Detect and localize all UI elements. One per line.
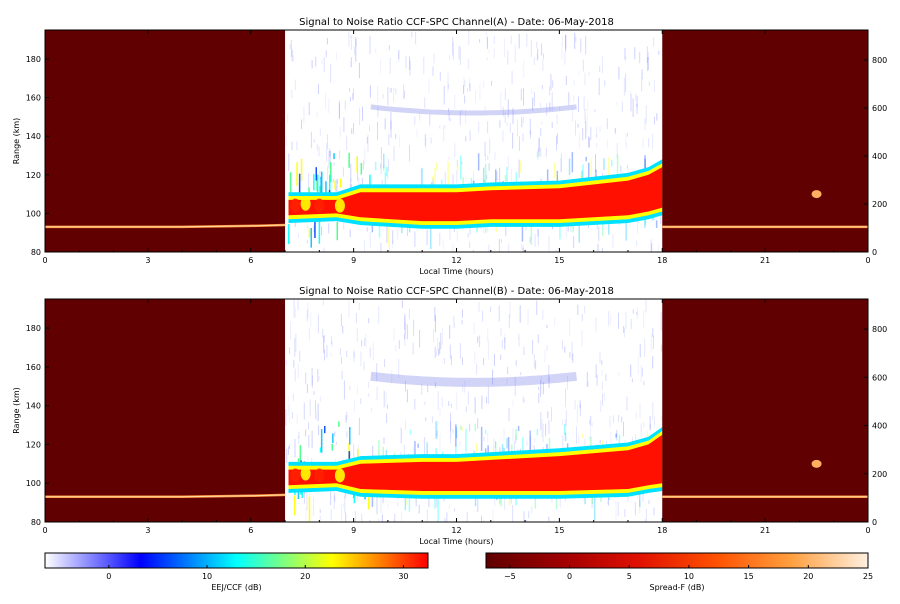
colorbar-tick-label: −5 <box>504 572 516 581</box>
y-tick-label: 140 <box>26 132 41 141</box>
colorbar-tick-label: 0 <box>106 572 111 581</box>
colorbar-tick-label: 25 <box>863 572 873 581</box>
x-axis-label: Local Time (hours) <box>419 267 493 276</box>
eej-blob <box>290 198 301 213</box>
right-y-tick-label: 200 <box>872 470 887 479</box>
colorbar-gradient <box>44 552 429 569</box>
y-axis-label: Range (km) <box>12 118 21 165</box>
chart-title: Signal to Noise Ratio CCF-SPC Channel(A)… <box>299 17 614 28</box>
x-tick-label: 12 <box>451 526 461 535</box>
x-tick-label: 0 <box>865 256 870 265</box>
x-tick-label: 18 <box>657 526 667 535</box>
eej-blob <box>300 196 311 211</box>
spread-f-layer-core <box>45 494 286 498</box>
colorbar-eej: 0 10 20 30 EEJ/CCF (dB) <box>44 552 429 592</box>
eej-echo-core <box>288 434 663 491</box>
noise-speckle <box>285 299 663 522</box>
eej-blob <box>314 468 325 483</box>
eej-blob <box>290 468 301 483</box>
y-tick-label: 160 <box>26 94 41 103</box>
colorbar-label: EEJ/CCF (dB) <box>211 583 261 592</box>
x-tick-label: 9 <box>351 256 356 265</box>
x-tick-label: 3 <box>145 256 150 265</box>
panel-b: 0 3 6 9 12 15 18 21 0801001201401601800200400600… <box>12 286 887 546</box>
right-y-tick-label: 400 <box>872 152 887 161</box>
x-tick-label: 15 <box>554 256 564 265</box>
colorbar-label: Spread-F (dB) <box>649 583 704 592</box>
x-tick-label: 0 <box>42 256 47 265</box>
eej-blob <box>334 198 345 213</box>
eej-blob <box>300 466 311 481</box>
x-tick-label: 3 <box>145 526 150 535</box>
colorbar-tick-label: 0 <box>567 572 572 581</box>
eej-blob <box>314 198 325 213</box>
right-y-tick-label: 600 <box>872 104 887 113</box>
spread-f-patch <box>811 459 822 468</box>
y-tick-label: 160 <box>26 363 41 372</box>
right-y-tick-label: 200 <box>872 200 887 209</box>
y-tick-label: 120 <box>26 440 41 449</box>
chart-title: Signal to Noise Ratio CCF-SPC Channel(B)… <box>299 286 614 297</box>
x-tick-label: 9 <box>351 526 356 535</box>
colorbar-tick-label: 5 <box>627 572 632 581</box>
faint-arc <box>370 371 577 387</box>
plot-area <box>45 299 868 522</box>
eej-blob <box>334 468 345 483</box>
x-tick-label: 6 <box>248 526 253 535</box>
eej-echo-core <box>288 167 663 222</box>
colorbar-spread-f: −5 0 5 10 15 20 25 Spread-F (dB) <box>485 552 873 592</box>
night-region <box>662 299 868 522</box>
night-region <box>45 299 286 522</box>
colorbar-gradient <box>485 552 869 569</box>
colorbar-tick-label: 10 <box>684 572 694 581</box>
right-y-tick-label: 600 <box>872 373 887 382</box>
x-axis-label: Local Time (hours) <box>419 537 493 546</box>
y-tick-label: 100 <box>26 479 41 488</box>
x-tick-label: 15 <box>554 526 564 535</box>
y-axis-label: Range (km) <box>12 387 21 434</box>
y-tick-label: 140 <box>26 402 41 411</box>
right-y-tick-label: 800 <box>872 325 887 334</box>
right-y-tick-label: 800 <box>872 56 887 65</box>
y-tick-label: 180 <box>26 324 41 333</box>
x-tick-label: 12 <box>451 256 461 265</box>
right-y-tick-label: 0 <box>872 518 877 527</box>
y-tick-label: 80 <box>31 248 41 257</box>
y-tick-label: 80 <box>31 518 41 527</box>
y-tick-label: 120 <box>26 171 41 180</box>
x-tick-label: 21 <box>760 256 770 265</box>
x-tick-label: 18 <box>657 256 667 265</box>
colorbar-tick-label: 20 <box>300 572 310 581</box>
plot-area <box>45 30 868 252</box>
right-y-tick-label: 400 <box>872 422 887 431</box>
x-tick-label: 6 <box>248 256 253 265</box>
y-tick-label: 180 <box>26 55 41 64</box>
right-y-tick-label: 0 <box>872 248 877 257</box>
night-region <box>45 30 286 252</box>
colorbar-tick-label: 15 <box>744 572 754 581</box>
colorbar-tick-label: 30 <box>398 572 408 581</box>
spread-f-patch <box>811 190 822 199</box>
colorbar-tick-label: 20 <box>803 572 813 581</box>
panel-a: 0 3 6 9 12 15 18 21 0801001201401601800200400600… <box>12 17 887 276</box>
colorbar-tick-label: 10 <box>202 572 212 581</box>
x-tick-label: 21 <box>760 526 770 535</box>
spread-f-layer-core <box>45 224 286 228</box>
night-region <box>662 30 868 252</box>
faint-arc <box>370 104 577 116</box>
x-tick-label: 0 <box>42 526 47 535</box>
y-tick-label: 100 <box>26 209 41 218</box>
x-tick-label: 0 <box>865 526 870 535</box>
